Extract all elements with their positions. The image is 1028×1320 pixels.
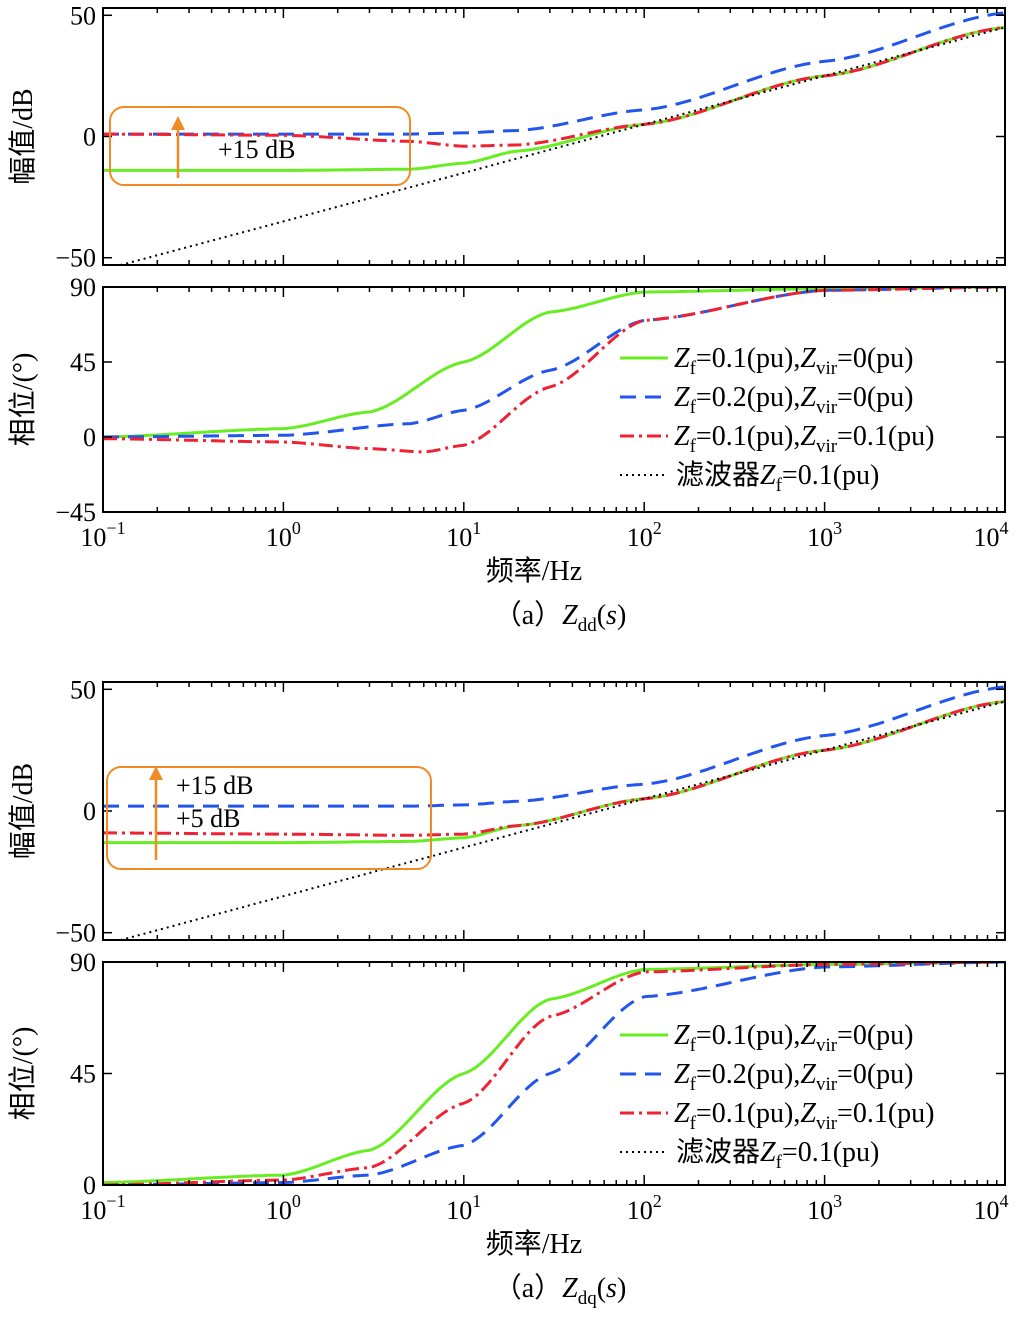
annotation-gain-dq-1: +15 dB [176, 771, 254, 800]
x-tick-label: 10−1 [80, 1191, 125, 1225]
y-tick-label: 0 [83, 423, 96, 452]
y-tick-label: 50 [70, 675, 96, 704]
highlight-box-dq [106, 766, 432, 870]
annotation-gain-dd: +15 dB [218, 135, 296, 164]
series-line-red [103, 962, 1005, 1185]
x-tick-label: 10−1 [80, 518, 125, 552]
series-line-blue [103, 11, 1005, 136]
series-line-red [103, 700, 1005, 837]
plot-panel-4: 0 45 90 相位/(°) 10−1 100 101 102 103 104 频率/Hz Zf=0.… [7, 948, 1009, 1309]
x-tick-label: 104 [974, 518, 1009, 552]
x-axis-label: 频率/Hz [486, 1228, 582, 1260]
y-tick-label: 90 [70, 948, 96, 977]
y-tick-label: 0 [83, 123, 96, 152]
legend-entry-blue: Zf=0.2(pu),Zvir=0(pu) [674, 382, 914, 418]
plot-panel-1: −50 0 50 幅值/dB [7, 1, 1006, 273]
y-tick-label: 50 [70, 1, 96, 30]
x-tick-label: 103 [807, 518, 842, 552]
annotation-gain-dq-2: +5 dB [176, 804, 241, 833]
x-tick-label: 104 [974, 1191, 1009, 1225]
y-tick-label: 45 [70, 1060, 96, 1089]
y-axis-label-phase: 相位/(°) [7, 1027, 39, 1121]
legend-entry-black: 滤波器Zf=0.1(pu) [676, 1136, 879, 1173]
series-line-blue [103, 962, 1005, 1185]
x-tick-label: 100 [266, 1191, 301, 1225]
x-tick-label: 101 [446, 1191, 481, 1225]
highlight-box-dd [109, 106, 411, 186]
x-tick-label: 101 [446, 518, 481, 552]
y-tick-label: −45 [55, 498, 96, 527]
legend-entry-green: Zf=0.1(pu),Zvir=0(pu) [674, 343, 914, 379]
y-axis-label-magnitude: 幅值/dB [7, 763, 39, 859]
y-tick-label: 0 [83, 1171, 96, 1200]
annotation-arrow-dd-head [171, 116, 185, 130]
x-axis-label: 频率/Hz [486, 555, 582, 587]
legend-entry-red: Zf=0.1(pu),Zvir=0.1(pu) [674, 421, 935, 457]
plot-panel-2: −45 0 45 90 相位/(°) 10−1 100 101 102 103 104 频率/Hz Zf… [7, 273, 1009, 636]
figure-caption: （a）Zdq(s) [494, 1272, 627, 1309]
figure-caption: （a）Zdd(s) [494, 599, 627, 636]
series-line-red [103, 25, 1005, 148]
y-tick-label: −50 [55, 244, 96, 273]
x-tick-label: 102 [627, 1191, 662, 1225]
y-tick-label: 0 [83, 797, 96, 826]
y-axis-label-phase: 相位/(°) [7, 353, 39, 447]
legend-entry-red: Zf=0.1(pu),Zvir=0.1(pu) [674, 1098, 935, 1134]
legend-entry-blue: Zf=0.2(pu),Zvir=0(pu) [674, 1059, 914, 1095]
x-tick-label: 103 [807, 1191, 842, 1225]
y-tick-label: −50 [55, 919, 96, 948]
legend-entry-black: 滤波器Zf=0.1(pu) [676, 459, 879, 496]
legend-entry-green: Zf=0.1(pu),Zvir=0(pu) [674, 1020, 914, 1056]
x-tick-label: 100 [266, 518, 301, 552]
annotation-arrow-dq-head [149, 766, 163, 780]
y-tick-label: 45 [70, 348, 96, 377]
x-tick-label: 102 [627, 518, 662, 552]
plot-panel-3: −50 0 50 幅值/dB [7, 675, 1006, 948]
y-tick-label: 90 [70, 273, 96, 302]
y-axis-label-magnitude: 幅值/dB [7, 88, 39, 184]
plot-frame [102, 286, 1006, 513]
series-line-blue [103, 685, 1005, 808]
series-line-red [103, 287, 1005, 454]
